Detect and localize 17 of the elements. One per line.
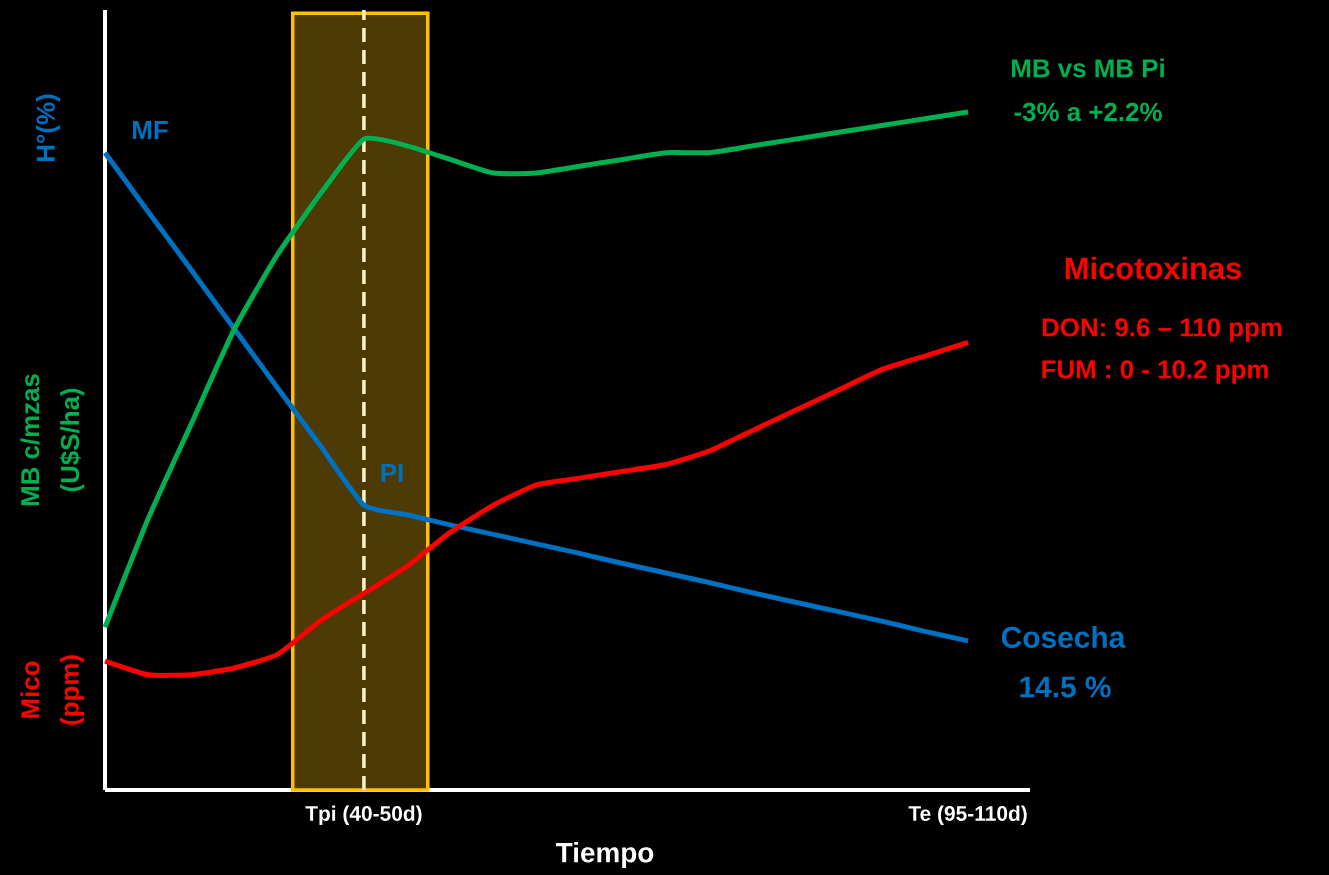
- x-tick-label: Tpi (40-50d): [305, 805, 422, 826]
- text: MB c/mzas: [20, 374, 40, 506]
- annotation: PI: [381, 464, 403, 482]
- y-axis-title: H°(%): [35, 94, 61, 161]
- annotation: 14.5 %: [1020, 676, 1111, 698]
- text: MB vs MB Pi: [1012, 58, 1164, 78]
- text: Mico: [20, 661, 40, 718]
- annotation: -3% a +2.2%: [1014, 102, 1162, 122]
- text: (U$S/ha): [59, 388, 85, 492]
- annotation: MF: [133, 121, 168, 139]
- x-axis-title: Tiempo: [555, 842, 654, 868]
- text: Micotoxinas: [1065, 256, 1241, 280]
- x-tick-label: Te (95-110d): [908, 805, 1027, 826]
- text: DON: 9.6 – 110 ppm: [1042, 318, 1282, 342]
- annotation: Cosecha: [1001, 626, 1126, 648]
- text: (ppm): [59, 655, 85, 725]
- text: FUM : 0 - 10.2 ppm: [1042, 360, 1268, 384]
